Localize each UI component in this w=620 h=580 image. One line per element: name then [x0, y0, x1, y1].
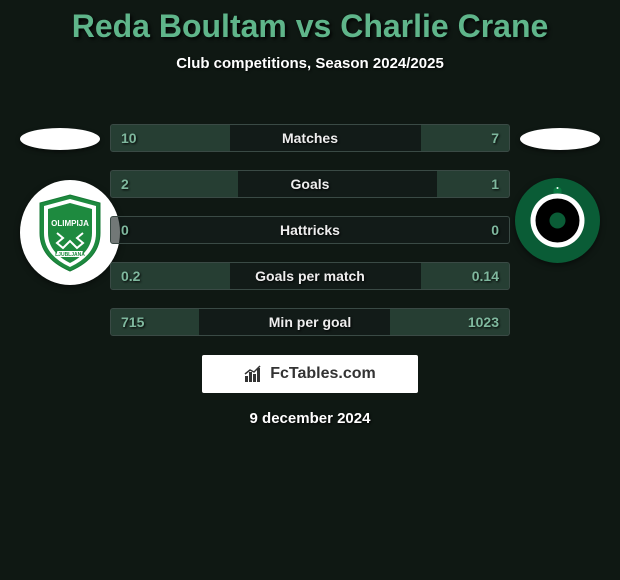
stat-label: Hattricks	[280, 222, 340, 238]
stat-value-right: 7	[491, 130, 499, 146]
svg-text:LJUBLJANA: LJUBLJANA	[55, 252, 85, 258]
stat-value-left: 2	[121, 176, 129, 192]
player-right-flag	[520, 128, 600, 150]
stat-row: 0.2 Goals per match 0.14	[110, 262, 510, 290]
fctables-brand-badge[interactable]: FcTables.com	[202, 355, 418, 393]
cercle-brugge-icon	[515, 178, 600, 263]
comparison-subtitle: Club competitions, Season 2024/2025	[0, 55, 620, 72]
stat-value-left: 10	[121, 130, 137, 146]
stat-row: 2 Goals 1	[110, 170, 510, 198]
stat-bar-left	[111, 171, 238, 197]
club-left-logo: OLIMPIJA LJUBLJANA	[20, 180, 120, 285]
bar-chart-icon	[244, 365, 264, 383]
stat-row: 10 Matches 7	[110, 124, 510, 152]
stat-label: Goals	[291, 176, 330, 192]
stat-row: 0 Hattricks 0	[110, 216, 510, 244]
stat-row: 715 Min per goal 1023	[110, 308, 510, 336]
comparison-title: Reda Boultam vs Charlie Crane	[0, 0, 620, 45]
player-left-flag	[20, 128, 100, 150]
stat-value-left: 0	[121, 222, 129, 238]
stat-value-left: 0.2	[121, 268, 140, 284]
stat-label: Matches	[282, 130, 338, 146]
stat-label: Min per goal	[269, 314, 351, 330]
snapshot-date: 9 december 2024	[0, 410, 620, 427]
olimpija-shield-icon: OLIMPIJA LJUBLJANA	[35, 193, 105, 273]
svg-text:OLIMPIJA: OLIMPIJA	[51, 219, 89, 228]
stat-value-right: 1	[491, 176, 499, 192]
stat-label: Goals per match	[255, 268, 365, 284]
brand-label: FcTables.com	[270, 365, 376, 383]
stat-value-left: 715	[121, 314, 144, 330]
club-right-logo	[515, 178, 600, 263]
stat-value-right: 0	[491, 222, 499, 238]
stats-table: 10Matches72Goals10Hattricks00.2Goals per…	[110, 124, 510, 354]
stat-value-right: 0.14	[472, 268, 499, 284]
stat-value-right: 1023	[468, 314, 499, 330]
